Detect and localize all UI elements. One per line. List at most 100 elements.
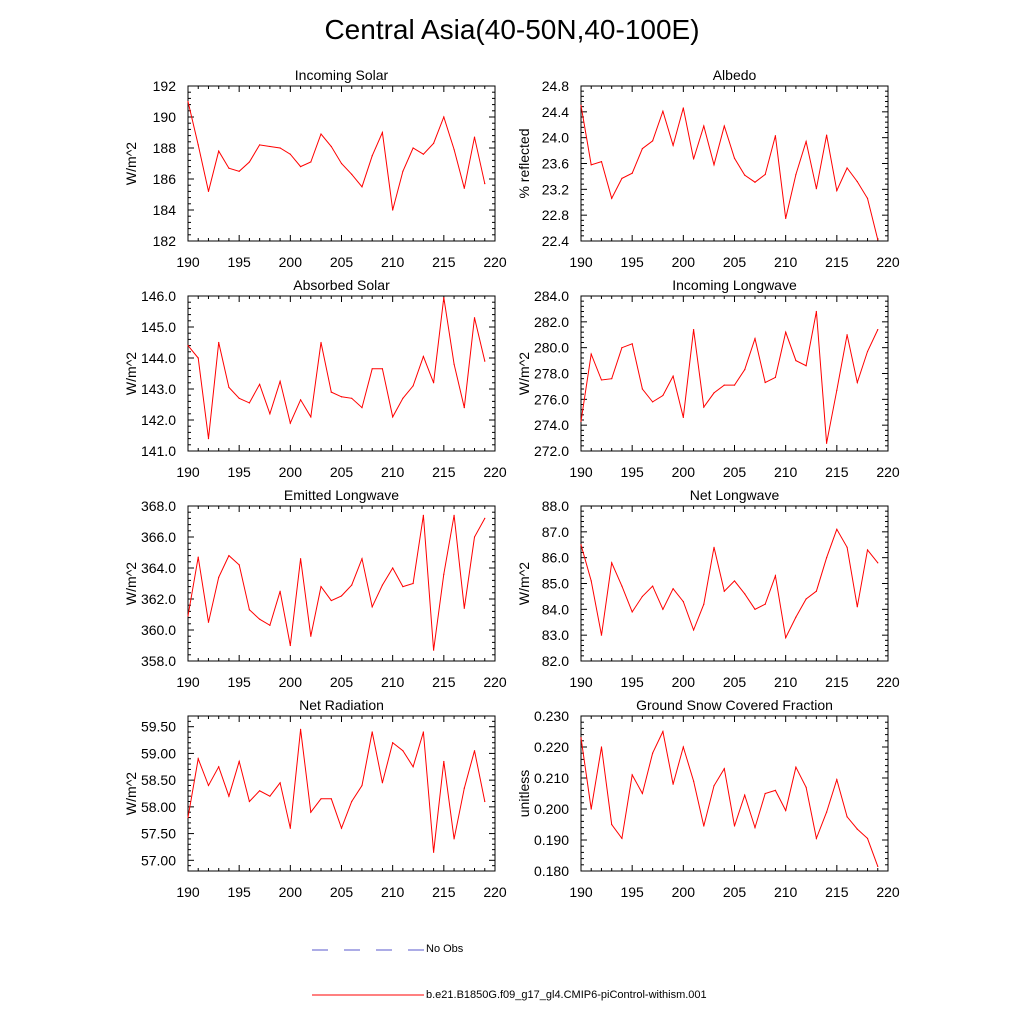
data-point	[279, 590, 281, 592]
y-tick-label: 276.0	[534, 391, 569, 407]
data-point	[682, 107, 684, 109]
y-tick-label: 57.00	[141, 852, 176, 868]
data-point	[228, 555, 230, 557]
data-point	[621, 837, 623, 840]
data-point	[805, 598, 807, 600]
data-point	[703, 825, 705, 827]
series-line	[580, 729, 879, 867]
data-point	[351, 397, 353, 399]
data-point	[795, 359, 797, 362]
x-tick-label: 200	[672, 254, 696, 270]
data-point	[228, 795, 230, 797]
data-point	[652, 401, 654, 403]
data-point	[351, 800, 353, 803]
data-point	[207, 438, 210, 440]
data-point	[774, 135, 777, 137]
data-point	[611, 562, 613, 564]
x-tick-label: 205	[330, 254, 354, 270]
data-point	[713, 392, 715, 394]
data-point	[402, 750, 404, 752]
y-tick-label: 278.0	[534, 366, 569, 382]
data-point	[228, 386, 230, 389]
data-point	[723, 125, 725, 127]
data-point	[207, 784, 210, 787]
y-tick-label: 0.200	[534, 801, 569, 817]
data-point	[412, 147, 414, 149]
x-tick-label: 220	[876, 884, 900, 900]
y-tick-label: 360.0	[141, 622, 176, 638]
panel-0: Incoming Solar W/m^2 190 195 200 205 210 215 220…	[123, 67, 507, 270]
panel-title: Absorbed Solar	[293, 277, 390, 293]
data-point	[218, 150, 220, 152]
data-point	[590, 353, 592, 355]
data-point	[238, 760, 240, 763]
data-point	[826, 811, 828, 813]
x-tick-label: 220	[483, 884, 507, 900]
data-point	[764, 173, 766, 176]
x-tick-label: 195	[227, 464, 251, 480]
data-point	[846, 167, 848, 169]
y-axis-label: W/m^2	[516, 352, 532, 395]
data-point	[392, 209, 394, 211]
y-tick-label: 188	[153, 140, 177, 156]
data-point	[248, 161, 250, 163]
x-tick-label: 195	[620, 884, 644, 900]
data-point	[279, 147, 281, 149]
series-line	[580, 105, 879, 240]
y-tick-label: 368.0	[141, 498, 176, 514]
data-point	[473, 136, 476, 138]
data-point	[238, 564, 240, 566]
data-point	[754, 608, 756, 610]
data-point	[774, 376, 777, 378]
data-point	[785, 637, 787, 639]
plot-frame	[187, 715, 496, 872]
y-tick-label: 142.0	[141, 412, 176, 428]
plot-frame	[187, 295, 496, 452]
data-point	[187, 816, 189, 819]
data-point	[641, 148, 644, 150]
y-tick-label: 59.50	[141, 719, 176, 735]
data-point	[652, 140, 654, 142]
y-tick-label: 284.0	[534, 288, 569, 304]
data-point	[279, 380, 281, 382]
y-axis-label: W/m^2	[123, 142, 139, 185]
panel-title: Incoming Longwave	[672, 277, 797, 293]
data-point	[785, 331, 787, 333]
data-point	[836, 778, 838, 781]
data-point	[269, 145, 271, 148]
data-point	[877, 865, 879, 867]
data-point	[218, 576, 220, 578]
y-tick-label: 358.0	[141, 653, 176, 669]
x-tick-label: 195	[227, 254, 251, 270]
x-tick-label: 195	[227, 884, 251, 900]
data-point	[412, 766, 414, 768]
x-tick-label: 190	[176, 464, 200, 480]
x-tick-label: 195	[620, 674, 644, 690]
data-point	[330, 145, 332, 148]
x-tick-label: 210	[774, 674, 798, 690]
x-tick-label: 220	[483, 464, 507, 480]
y-tick-label: 58.00	[141, 799, 176, 815]
x-tick-label: 210	[381, 674, 405, 690]
x-tick-label: 190	[176, 254, 200, 270]
data-point	[580, 737, 582, 739]
data-point	[330, 391, 332, 393]
data-point	[774, 575, 777, 577]
x-tick-label: 220	[876, 674, 900, 690]
data-point	[672, 144, 674, 147]
panel-4: Emitted Longwave W/m^2 190 195 200 205 210 215 2…	[123, 487, 507, 690]
y-tick-label: 24.0	[542, 130, 569, 146]
data-point	[248, 402, 250, 404]
data-point	[443, 573, 445, 575]
y-tick-label: 87.0	[542, 524, 569, 540]
data-point	[299, 728, 302, 730]
data-point	[361, 558, 363, 560]
y-tick-label: 144.0	[141, 350, 176, 366]
data-point	[631, 774, 633, 776]
data-point	[662, 394, 664, 397]
x-tick-label: 205	[330, 884, 354, 900]
data-point	[269, 795, 271, 797]
data-point	[877, 239, 879, 241]
y-tick-label: 0.230	[534, 708, 569, 724]
data-point	[412, 385, 414, 387]
